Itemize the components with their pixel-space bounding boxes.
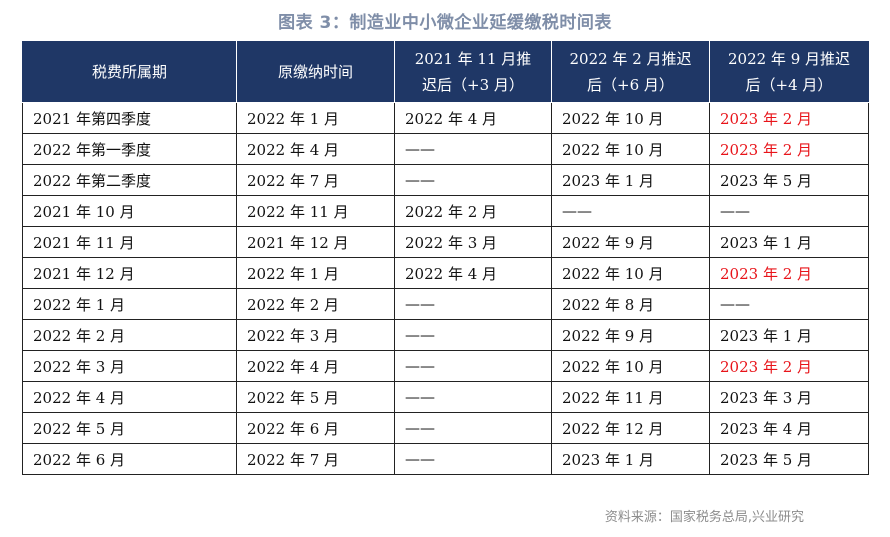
table-row: 2022 年 2 月 2022 年 3 月 —— 2022 年 9 月 2023 年 1… — [22, 319, 869, 351]
table-cell: 2022 年 1 月 — [236, 102, 395, 134]
column-header-original-payment: 原缴纳时间 — [236, 41, 395, 103]
table-cell: 2022 年 6 月 — [236, 412, 395, 444]
table-cell: 2022 年 1 月 — [236, 257, 395, 289]
table-cell: 2021 年第四季度 — [22, 102, 237, 134]
table-cell: 2023 年 3 月 — [709, 381, 869, 413]
table-cell: 2022 年 7 月 — [236, 443, 395, 475]
table-row: 2021 年第四季度 2022 年 1 月 2022 年 4 月 2022 年 10 … — [22, 102, 869, 134]
table-cell: 2021 年 12 月 — [22, 257, 237, 289]
table-cell: 2021 年 10 月 — [22, 195, 237, 227]
table-cell: 2023 年 2 月 — [709, 133, 869, 165]
table-cell: 2022 年第一季度 — [22, 133, 237, 165]
table-cell: 2022 年 3 月 — [394, 226, 552, 258]
table-cell: —— — [709, 288, 869, 320]
table-row: 2022 年 3 月 2022 年 4 月 —— 2022 年 10 月 2023 年 … — [22, 350, 869, 382]
table-cell: —— — [394, 133, 552, 165]
table-cell: —— — [394, 350, 552, 382]
source-note: 资料来源：国家税务总局,兴业研究 — [604, 510, 804, 525]
table-cell: 2023 年 1 月 — [709, 226, 869, 258]
table-cell: 2022 年 8 月 — [551, 288, 710, 320]
tax-deferral-table: 税费所属期 原缴纳时间 2021 年 11 月推 迟后（+3 月） 2022 年… — [22, 41, 869, 475]
table-body: 2021 年第四季度 2022 年 1 月 2022 年 4 月 2022 年 10 … — [22, 102, 869, 475]
table-cell: 2022 年 11 月 — [236, 195, 395, 227]
table-cell: 2022 年 10 月 — [551, 133, 710, 165]
table-cell: 2023 年 1 月 — [551, 443, 710, 475]
table-row: 2022 年 1 月 2022 年 2 月 —— 2022 年 8 月 —— — [22, 288, 869, 320]
table-cell: 2022 年 3 月 — [22, 350, 237, 382]
table-cell: 2022 年 12 月 — [551, 412, 710, 444]
table-cell: —— — [394, 443, 552, 475]
table-cell: 2022 年 4 月 — [236, 350, 395, 382]
table-cell: 2021 年 12 月 — [236, 226, 395, 258]
page-title: 图表 3：制造业中小微企业延缓缴税时间表 — [278, 13, 612, 33]
table-cell: 2022 年 2 月 — [394, 195, 552, 227]
table-cell: 2023 年 1 月 — [709, 319, 869, 351]
column-header-deferral-nov-2021: 2021 年 11 月推 迟后（+3 月） — [394, 41, 552, 103]
table-row: 2022 年 4 月 2022 年 5 月 —— 2022 年 11 月 2023 年 … — [22, 381, 869, 413]
table-cell: 2022 年 7 月 — [236, 164, 395, 196]
table-cell: 2022 年 3 月 — [236, 319, 395, 351]
table-cell: 2023 年 5 月 — [709, 164, 869, 196]
column-header-tax-period: 税费所属期 — [22, 41, 237, 103]
table-row: 2022 年 6 月 2022 年 7 月 —— 2023 年 1 月 2023 年 5… — [22, 443, 869, 475]
table-row: 2022 年第二季度 2022 年 7 月 —— 2023 年 1 月 2023 年 5… — [22, 164, 869, 196]
table-cell: 2022 年 4 月 — [22, 381, 237, 413]
table-cell: 2023 年 2 月 — [709, 257, 869, 289]
table-cell: 2023 年 2 月 — [709, 102, 869, 134]
table-cell: 2022 年 10 月 — [551, 102, 710, 134]
table-cell: 2023 年 2 月 — [709, 350, 869, 382]
table-cell: —— — [394, 381, 552, 413]
table-cell: 2022 年 5 月 — [236, 381, 395, 413]
table-cell: 2022 年 4 月 — [394, 102, 552, 134]
table-cell: 2022 年 4 月 — [236, 133, 395, 165]
table-row: 2021 年 10 月 2022 年 11 月 2022 年 2 月 —— —— — [22, 195, 869, 227]
table-cell: 2022 年 9 月 — [551, 226, 710, 258]
table-row: 2021 年 12 月 2022 年 1 月 2022 年 4 月 2022 年 10… — [22, 257, 869, 289]
table-cell: —— — [709, 195, 869, 227]
table-cell: 2023 年 1 月 — [551, 164, 710, 196]
table-cell: 2022 年 10 月 — [551, 350, 710, 382]
table-row: 2021 年 11 月 2021 年 12 月 2022 年 3 月 2022 年 9… — [22, 226, 869, 258]
table-cell: 2022 年 2 月 — [22, 319, 237, 351]
table-cell: 2022 年第二季度 — [22, 164, 237, 196]
table-cell: 2022 年 11 月 — [551, 381, 710, 413]
table-cell: 2023 年 5 月 — [709, 443, 869, 475]
column-header-deferral-feb-2022: 2022 年 2 月推迟 后（+6 月） — [551, 41, 710, 103]
table-cell: —— — [394, 164, 552, 196]
table-cell: 2022 年 1 月 — [22, 288, 237, 320]
table-cell: 2022 年 2 月 — [236, 288, 395, 320]
table-cell: —— — [394, 288, 552, 320]
table-cell: 2022 年 4 月 — [394, 257, 552, 289]
column-header-deferral-sep-2022: 2022 年 9 月推迟 后（+4 月） — [709, 41, 869, 103]
table-cell: 2022 年 6 月 — [22, 443, 237, 475]
table-row: 2022 年第一季度 2022 年 4 月 —— 2022 年 10 月 2023 年 … — [22, 133, 869, 165]
table-row: 2022 年 5 月 2022 年 6 月 —— 2022 年 12 月 2023 年 … — [22, 412, 869, 444]
table-cell: 2022 年 5 月 — [22, 412, 237, 444]
table-cell: 2021 年 11 月 — [22, 226, 237, 258]
table-cell: —— — [394, 412, 552, 444]
table-cell: 2023 年 4 月 — [709, 412, 869, 444]
table-cell: —— — [394, 319, 552, 351]
table-cell: —— — [551, 195, 710, 227]
table-header-row: 税费所属期 原缴纳时间 2021 年 11 月推 迟后（+3 月） 2022 年… — [22, 41, 869, 103]
table-cell: 2022 年 9 月 — [551, 319, 710, 351]
table-cell: 2022 年 10 月 — [551, 257, 710, 289]
